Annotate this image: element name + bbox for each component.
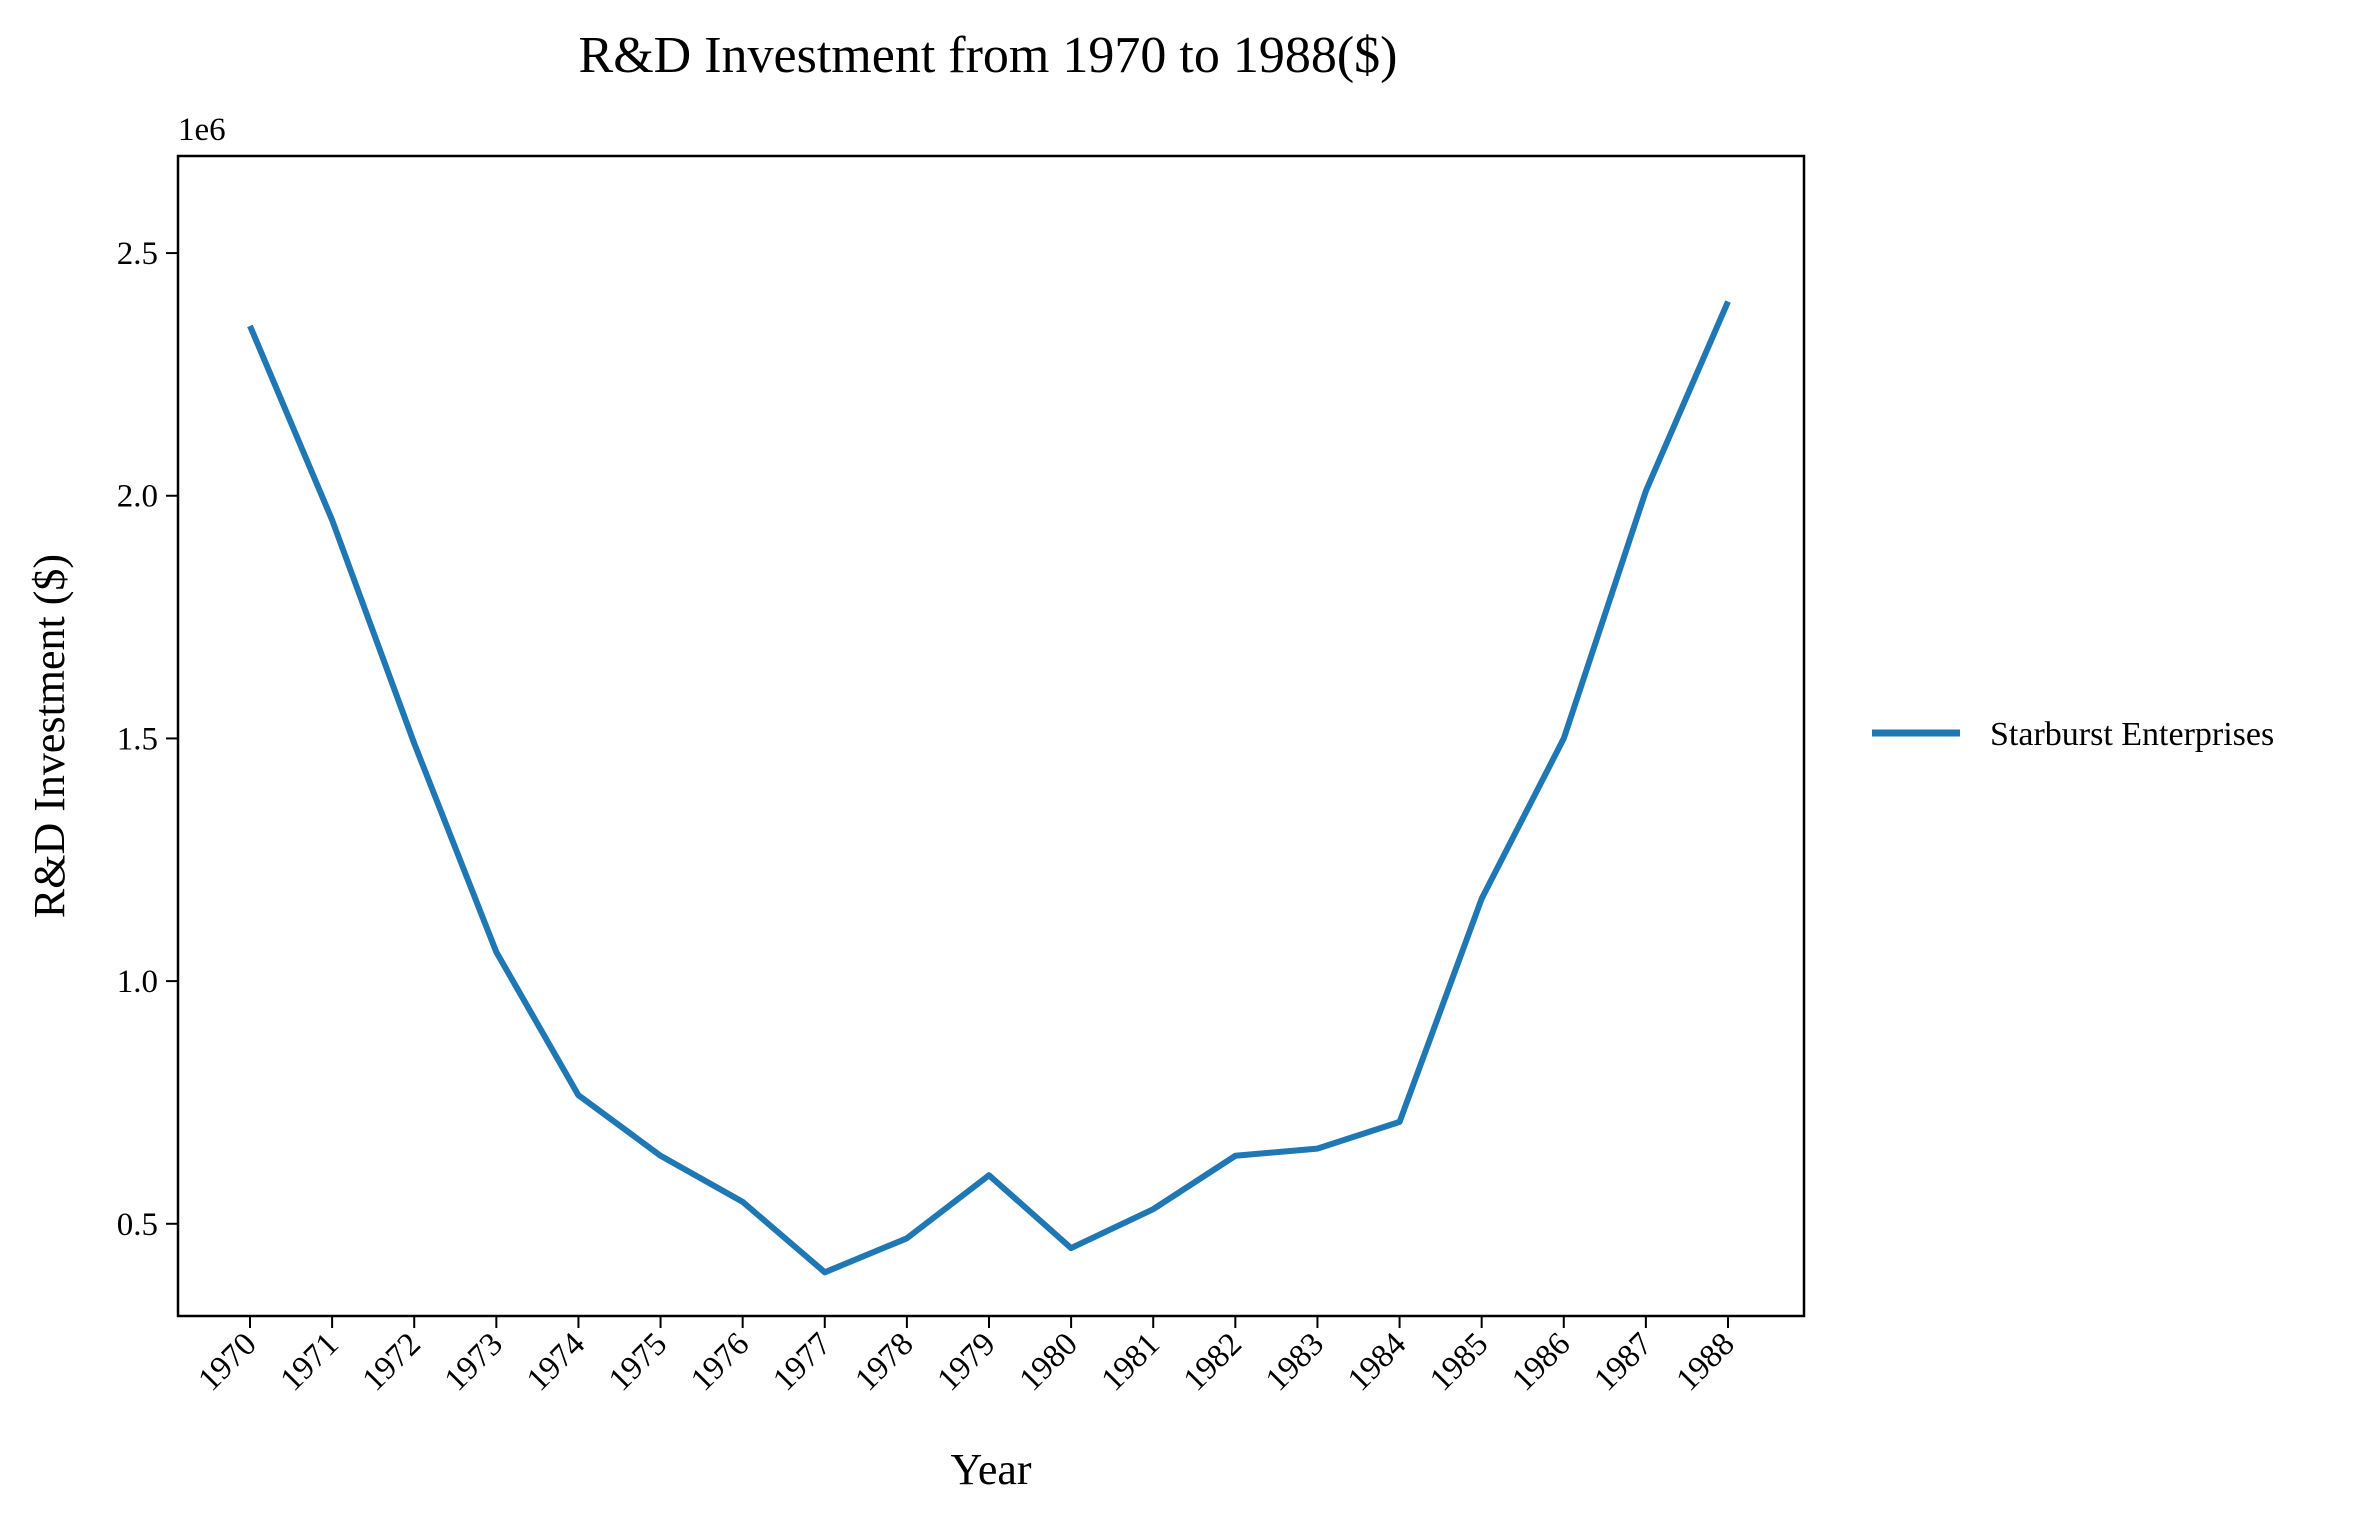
x-tick-label: 1983	[1259, 1326, 1331, 1398]
x-tick-label: 1988	[1670, 1326, 1742, 1398]
x-tick-label: 1971	[274, 1326, 346, 1398]
x-tick-label: 1970	[192, 1326, 264, 1398]
plot-area-frame	[176, 154, 1806, 1318]
x-tick-label: 1979	[931, 1326, 1003, 1398]
x-axis-ticks: 1970 1971 1972 1973 1974 1975 1976 1977 1978 1979…	[192, 1316, 1742, 1398]
x-tick-label: 1978	[848, 1326, 920, 1398]
x-tick-label: 1985	[1423, 1326, 1495, 1398]
x-tick-label: 1980	[1013, 1326, 1085, 1398]
chart-title: R&D Investment from 1970 to 1988($)	[579, 27, 1398, 84]
x-tick-label: 1974	[520, 1326, 592, 1398]
y-tick-label: 2.5	[117, 236, 158, 272]
legend-label: Starburst Enterprises	[1990, 716, 2274, 753]
y-tick-label: 0.5	[117, 1207, 158, 1243]
series-line-0	[247, 300, 1731, 1276]
y-tick-label: 1.0	[117, 964, 158, 1000]
x-tick-label: 1972	[356, 1326, 428, 1398]
series-layer	[247, 300, 1731, 1276]
y-axis-offset-label: 1e6	[178, 112, 226, 148]
x-axis-label: Year	[950, 1445, 1031, 1494]
y-tick-label: 1.5	[117, 721, 158, 757]
x-tick-label: 1982	[1177, 1326, 1249, 1398]
y-tick-label: 2.0	[117, 479, 158, 515]
x-tick-label: 1984	[1341, 1326, 1413, 1398]
y-axis-label: R&D Investment ($)	[25, 554, 74, 918]
x-tick-label: 1973	[438, 1326, 510, 1398]
x-tick-label: 1986	[1505, 1326, 1577, 1398]
x-tick-label: 1981	[1095, 1326, 1167, 1398]
x-tick-label: 1975	[602, 1326, 674, 1398]
y-axis-ticks: 0.5 1.0 1.5 2.0 2.5	[117, 236, 178, 1243]
x-tick-label: 1976	[684, 1326, 756, 1398]
x-tick-label: 1977	[766, 1326, 838, 1398]
legend: Starburst Enterprises	[1872, 716, 2274, 753]
x-tick-label: 1987	[1587, 1326, 1659, 1398]
